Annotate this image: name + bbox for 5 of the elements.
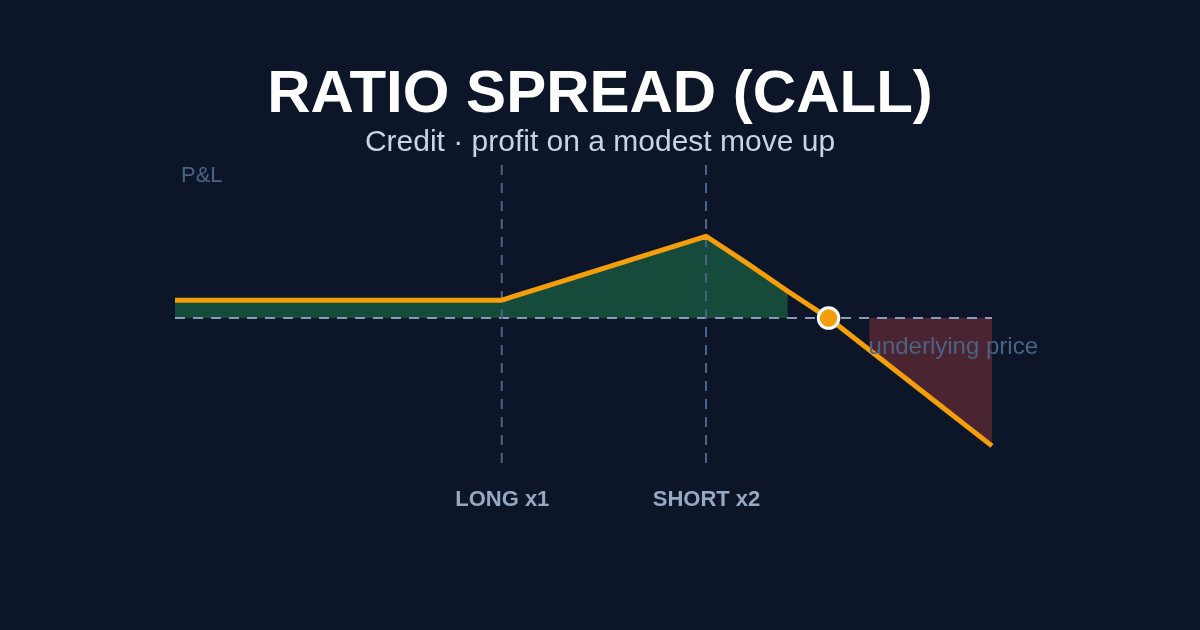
x-tick-label: SHORT x2 [652,485,761,511]
chart-title: RATIO SPREAD (CALL) [267,58,933,125]
x-tick-label: LONG x1 [455,485,550,511]
y-axis-title: P&L [181,162,223,187]
chart-subtitle: Credit · profit on a modest move up [364,124,836,157]
